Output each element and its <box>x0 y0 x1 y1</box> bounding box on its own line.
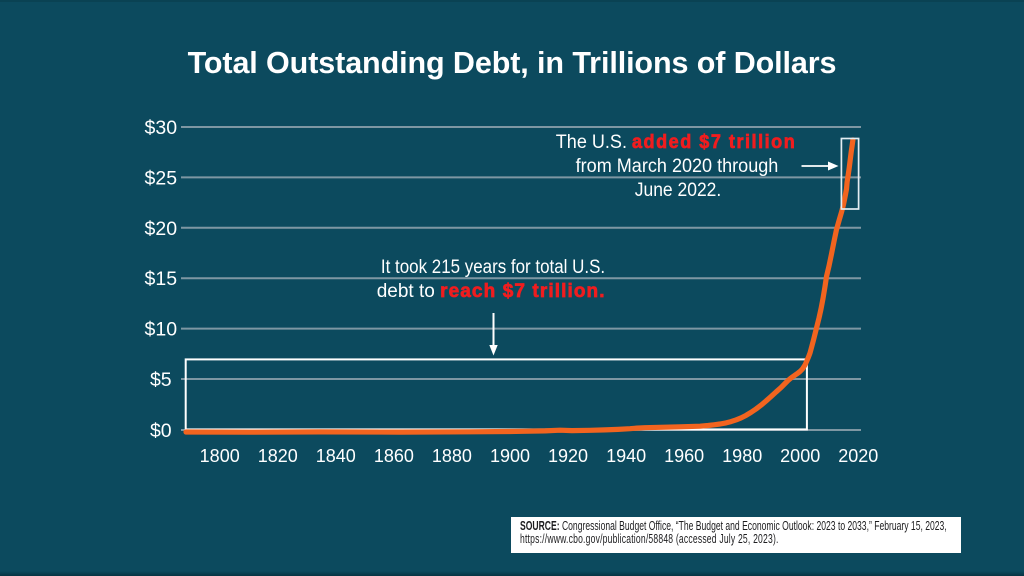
svg-text:1980: 1980 <box>722 446 762 466</box>
svg-text:1860: 1860 <box>374 446 414 466</box>
svg-text:1960: 1960 <box>664 446 704 466</box>
svg-text:$10: $10 <box>145 319 178 341</box>
svg-text:$0: $0 <box>150 420 172 442</box>
svg-text:1940: 1940 <box>606 446 646 466</box>
svg-text:1900: 1900 <box>490 446 530 466</box>
svg-text:1920: 1920 <box>548 446 588 466</box>
svg-text:$15: $15 <box>145 268 178 290</box>
svg-text:1800: 1800 <box>200 446 240 466</box>
svg-text:1880: 1880 <box>432 446 472 466</box>
svg-text:$5: $5 <box>150 369 172 391</box>
svg-text:1820: 1820 <box>258 446 298 466</box>
svg-text:2000: 2000 <box>780 446 820 466</box>
svg-text:$30: $30 <box>145 117 178 139</box>
svg-text:$20: $20 <box>145 218 178 240</box>
svg-text:$25: $25 <box>145 167 178 189</box>
svg-text:1840: 1840 <box>316 446 356 466</box>
svg-text:2020: 2020 <box>838 446 878 466</box>
